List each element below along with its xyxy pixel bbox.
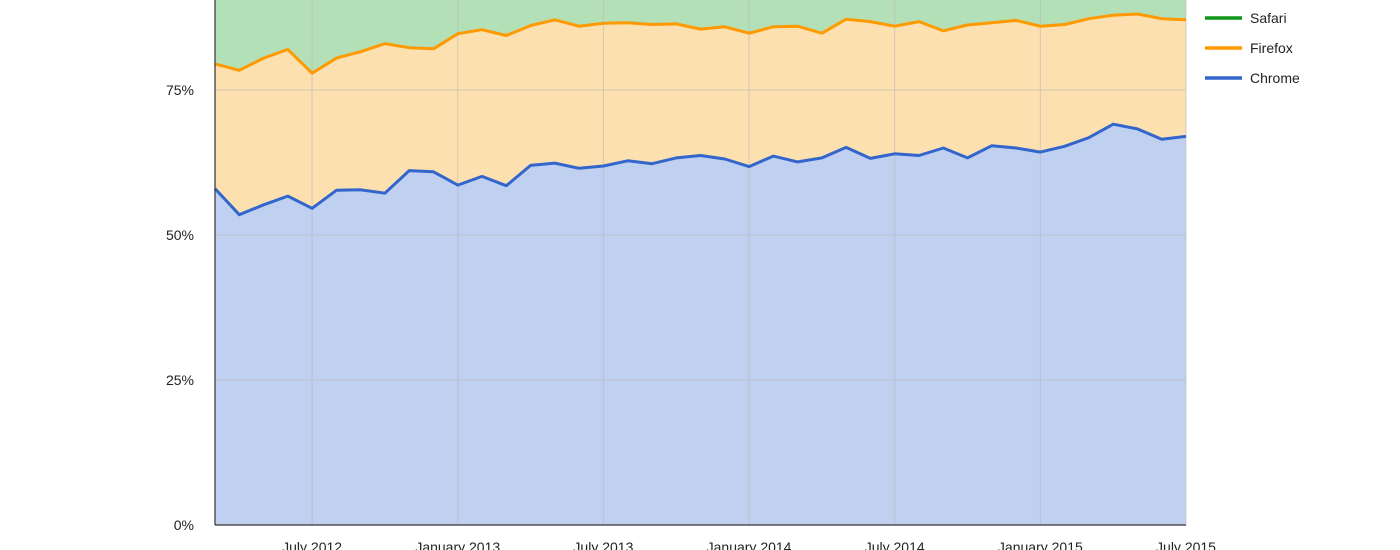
x-tick-label: July 2015 (1156, 539, 1216, 550)
legend-item-firefox: Firefox (1205, 40, 1293, 56)
y-tick-label: 25% (166, 372, 194, 388)
axes-layer: 0% 25% 50% 75% July 2012 January 2013 July 201… (166, 0, 1216, 550)
x-tick-label: January 2015 (998, 539, 1083, 550)
x-tick-label: July 2014 (865, 539, 925, 550)
legend-item-chrome: Chrome (1205, 70, 1300, 86)
y-tick-label: 0% (174, 517, 194, 533)
x-tick-label: January 2013 (415, 539, 500, 550)
legend: Safari Firefox Chrome (1205, 10, 1300, 86)
y-tick-label: 75% (166, 82, 194, 98)
x-tick-label: January 2014 (707, 539, 792, 550)
x-tick-label: July 2013 (573, 539, 633, 550)
y-tick-label: 50% (166, 227, 194, 243)
x-tick-label: July 2012 (282, 539, 342, 550)
legend-label: Chrome (1250, 70, 1300, 86)
legend-label: Firefox (1250, 40, 1293, 56)
line-layer (213, 12, 1187, 217)
line-firefox (214, 12, 1187, 75)
line-chrome (213, 122, 1187, 217)
grid-layer (215, 0, 1187, 525)
legend-item-safari: Safari (1205, 10, 1287, 26)
legend-label: Safari (1250, 10, 1287, 26)
